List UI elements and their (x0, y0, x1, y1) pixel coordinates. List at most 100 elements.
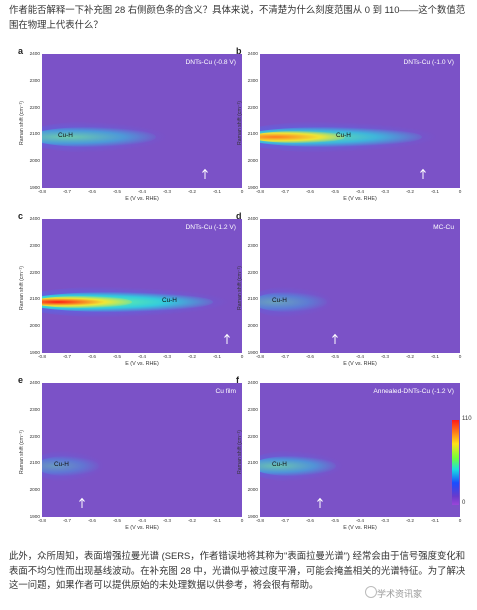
y-tick-label: 1900 (247, 350, 258, 355)
x-tick-label: 0 (458, 189, 462, 194)
x-tick-label: -0.6 (305, 189, 315, 194)
x-tick-label: -0.5 (330, 354, 340, 359)
band-core (42, 456, 99, 477)
panel-title: Cu film (215, 388, 236, 395)
y-tick-label: 2000 (29, 323, 40, 329)
band-label-cu-h: Cu-H (162, 297, 177, 305)
x-tick-label: -0.3 (162, 354, 172, 359)
onset-arrow-icon (332, 333, 338, 344)
watermark-text: 学术资讯家 (377, 589, 423, 599)
x-tick-label: -0.2 (187, 189, 197, 194)
x-tick-label: -0.6 (305, 354, 315, 359)
y-tick-label: 2100 (29, 460, 40, 466)
y-tick-label: 2200 (247, 433, 258, 439)
x-tick-label: -0.8 (255, 354, 265, 359)
y-tick-label: 2400 (247, 380, 258, 385)
x-tick-label: -0.8 (37, 189, 47, 194)
colorbar-min-label: 0 (462, 500, 466, 506)
y-tick-label: 2200 (29, 269, 40, 275)
y-tick-label: 1900 (247, 514, 258, 519)
colorbar-max-label: 110 (462, 416, 472, 422)
x-axis-label: E (V vs. RHE) (125, 196, 159, 202)
x-tick-label: -0.5 (330, 518, 340, 523)
x-tick-label: -0.8 (255, 189, 265, 194)
band-label-cu-h: Cu-H (54, 461, 69, 469)
x-tick-label: -0.1 (212, 354, 222, 359)
x-tick-label: -0.1 (430, 354, 440, 359)
x-tick-label: -0.2 (405, 518, 415, 523)
x-tick-label: 0 (240, 189, 244, 194)
band-hotspot (260, 131, 345, 144)
x-tick-label: -0.5 (112, 189, 122, 194)
heatmap-plot-area: Cu-H DNTs-Cu (-1.2 V) (42, 219, 242, 353)
y-axis-label: Raman shift (cm⁻¹) (19, 101, 25, 145)
band-halo (42, 450, 105, 483)
x-tick-label: -0.1 (430, 189, 440, 194)
panel-letter: c (18, 211, 24, 221)
panel-title: MC-Cu (433, 224, 454, 231)
band-core (260, 292, 327, 313)
x-tick-label: -0.5 (330, 189, 340, 194)
x-axis-label: E (V vs. RHE) (343, 525, 377, 531)
heatmap-panel-a: a Cu-H DNTs-Cu (-0.8 V) 2400 2300 2200 2100 200… (18, 46, 243, 206)
onset-arrow-icon (317, 497, 323, 508)
x-axis-label: E (V vs. RHE) (343, 361, 377, 367)
x-tick-label: -0.1 (212, 518, 222, 523)
x-axis-label: E (V vs. RHE) (343, 196, 377, 202)
y-tick-label: 2200 (247, 269, 258, 275)
heatmap-plot-area: Cu-H DNTs-Cu (-1.0 V) (260, 54, 460, 188)
panel-letter: b (236, 46, 242, 56)
y-tick-label: 2000 (247, 323, 258, 329)
x-tick-label: -0.8 (255, 518, 265, 523)
x-tick-label: -0.6 (87, 354, 97, 359)
panel-letter: e (18, 375, 24, 385)
y-tick-label: 1900 (29, 185, 40, 190)
x-tick-label: 0 (458, 518, 462, 523)
x-tick-label: -0.2 (405, 189, 415, 194)
x-tick-label: -0.8 (37, 518, 47, 523)
x-tick-label: -0.3 (380, 354, 390, 359)
panel-letter: d (236, 211, 242, 221)
y-tick-label: 2100 (247, 460, 258, 466)
panel-title: DNTs-Cu (-0.8 V) (185, 59, 236, 66)
supplementary-figure: a Cu-H DNTs-Cu (-0.8 V) 2400 2300 2200 2100 200… (0, 46, 477, 532)
watermark-logo-icon (365, 586, 377, 598)
x-tick-label: -0.7 (62, 189, 72, 194)
x-tick-label: 0 (240, 518, 244, 523)
x-tick-label: -0.7 (280, 354, 290, 359)
x-tick-label: -0.2 (187, 518, 197, 523)
x-tick-label: -0.4 (355, 189, 365, 194)
y-tick-label: 1900 (29, 350, 40, 355)
heatmap-panel-c: c Cu-H DNTs-Cu (-1.2 V) 2400 2300 2200 2100 200… (18, 211, 243, 371)
y-axis-label: Raman shift (cm⁻¹) (237, 101, 243, 145)
x-tick-label: -0.5 (112, 354, 122, 359)
x-tick-label: -0.7 (62, 354, 72, 359)
y-axis-label: Raman shift (cm⁻¹) (19, 430, 25, 474)
y-tick-label: 2300 (247, 77, 258, 83)
band-label-cu-h: Cu-H (336, 132, 351, 140)
y-tick-label: 2000 (29, 487, 40, 493)
heatmap-panel-f: f Cu-H Annealed-DNTs-Cu (-1.2 V) 2400 2300 22… (236, 375, 461, 535)
x-tick-label: -0.1 (212, 189, 222, 194)
y-tick-label: 2000 (29, 158, 40, 164)
answer-paragraph: 此外，众所周知，表面增强拉曼光谱 (SERS，作者错误地将其称为"表面拉曼光谱"… (9, 550, 466, 591)
x-tick-label: -0.3 (380, 189, 390, 194)
y-tick-label: 2300 (29, 406, 40, 412)
onset-arrow-icon (201, 168, 208, 179)
x-axis-label: E (V vs. RHE) (125, 361, 159, 367)
heatmap-panel-e: e Cu-H Cu film 2400 2300 2200 2100 2000 1900 -0.8… (18, 375, 243, 535)
y-tick-label: 2100 (247, 296, 258, 302)
x-tick-label: -0.4 (355, 518, 365, 523)
y-tick-label: 2200 (29, 104, 40, 110)
y-axis-label: Raman shift (cm⁻¹) (19, 266, 25, 310)
heatmap-plot-area: Cu-H Annealed-DNTs-Cu (-1.2 V) (260, 383, 460, 517)
y-tick-label: 2100 (247, 131, 258, 137)
y-tick-label: 2200 (247, 104, 258, 110)
y-tick-label: 2300 (29, 242, 40, 248)
band-core (42, 127, 156, 148)
y-tick-label: 2000 (247, 158, 258, 164)
y-axis-label: Raman shift (cm⁻¹) (237, 266, 243, 310)
x-tick-label: -0.3 (162, 518, 172, 523)
x-tick-label: -0.3 (162, 189, 172, 194)
y-tick-label: 2300 (247, 406, 258, 412)
